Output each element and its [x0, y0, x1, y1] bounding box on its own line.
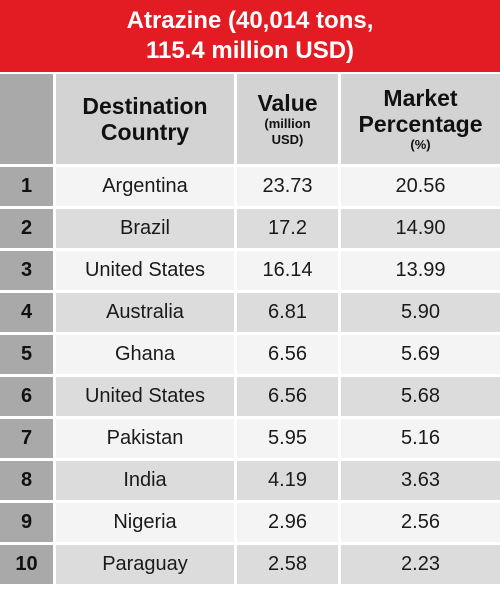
data-table: Destination Country Value (million USD) …	[0, 74, 500, 587]
header-rank-cell	[0, 74, 56, 167]
header-row: Destination Country Value (million USD) …	[0, 74, 500, 167]
share-cell: 5.69	[341, 335, 500, 377]
header-share-unit: (%)	[410, 137, 431, 152]
table-row: 4 Australia 6.81 5.90	[0, 293, 500, 335]
country-cell: Argentina	[56, 167, 237, 209]
share-cell: 5.16	[341, 419, 500, 461]
rank-cell: 10	[0, 545, 56, 587]
share-cell: 14.90	[341, 209, 500, 251]
value-cell: 2.58	[237, 545, 341, 587]
rank-cell: 1	[0, 167, 56, 209]
header-country: Destination Country	[56, 74, 237, 167]
share-cell: 20.56	[341, 167, 500, 209]
header-value-label: Value	[257, 90, 318, 116]
value-cell: 2.96	[237, 503, 341, 545]
value-cell: 6.56	[237, 377, 341, 419]
country-cell: Paraguay	[56, 545, 237, 587]
table-row: 7 Pakistan 5.95 5.16	[0, 419, 500, 461]
header-country-line-1: Destination	[82, 93, 208, 119]
country-cell: India	[56, 461, 237, 503]
country-cell: Pakistan	[56, 419, 237, 461]
rank-cell: 5	[0, 335, 56, 377]
country-cell: United States	[56, 251, 237, 293]
share-cell: 5.90	[341, 293, 500, 335]
table-row: 10 Paraguay 2.58 2.23	[0, 545, 500, 587]
value-cell: 17.2	[237, 209, 341, 251]
header-value: Value (million USD)	[237, 74, 341, 167]
title-line-2: 115.4 million USD)	[145, 37, 355, 64]
value-cell: 4.19	[237, 461, 341, 503]
table-row: 1 Argentina 23.73 20.56	[0, 167, 500, 209]
share-cell: 3.63	[341, 461, 500, 503]
share-cell: 2.23	[341, 545, 500, 587]
rank-cell: 4	[0, 293, 56, 335]
header-share-line-1: Market	[383, 85, 458, 111]
table-title: Atrazine (40,014 tons, 115.4 million USD…	[0, 0, 500, 72]
share-cell: 5.68	[341, 377, 500, 419]
value-cell: 5.95	[237, 419, 341, 461]
share-cell: 13.99	[341, 251, 500, 293]
table-row: 8 India 4.19 3.63	[0, 461, 500, 503]
value-cell: 23.73	[237, 167, 341, 209]
country-cell: Nigeria	[56, 503, 237, 545]
table-row: 9 Nigeria 2.96 2.56	[0, 503, 500, 545]
country-cell: United States	[56, 377, 237, 419]
table-row: 2 Brazil 17.2 14.90	[0, 209, 500, 251]
header-value-unit-line-1: (million	[264, 116, 311, 131]
rank-cell: 2	[0, 209, 56, 251]
country-cell: Brazil	[56, 209, 237, 251]
country-cell: Australia	[56, 293, 237, 335]
table-row: 6 United States 6.56 5.68	[0, 377, 500, 419]
header-country-line-2: Country	[100, 119, 190, 145]
header-share-line-2: Percentage	[358, 111, 483, 137]
rank-cell: 6	[0, 377, 56, 419]
table-row: 5 Ghana 6.56 5.69	[0, 335, 500, 377]
country-cell: Ghana	[56, 335, 237, 377]
value-cell: 6.81	[237, 293, 341, 335]
header-value-unit-line-2: USD)	[271, 132, 304, 147]
header-share: Market Percentage (%)	[341, 74, 500, 167]
value-cell: 6.56	[237, 335, 341, 377]
rank-cell: 9	[0, 503, 56, 545]
rank-cell: 3	[0, 251, 56, 293]
share-cell: 2.56	[341, 503, 500, 545]
rank-cell: 8	[0, 461, 56, 503]
rank-cell: 7	[0, 419, 56, 461]
title-line-1: Atrazine (40,014 tons,	[126, 7, 374, 34]
value-cell: 16.14	[237, 251, 341, 293]
table-row: 3 United States 16.14 13.99	[0, 251, 500, 293]
